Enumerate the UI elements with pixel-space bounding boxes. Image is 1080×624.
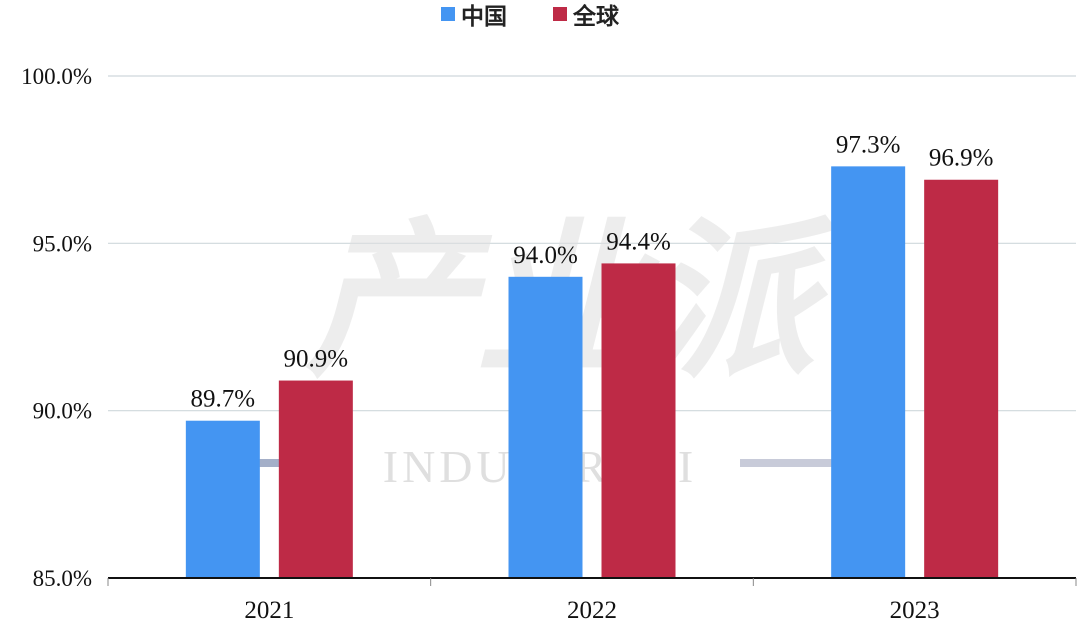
data-label: 96.9% — [929, 145, 994, 172]
gridlines — [108, 75, 1076, 412]
y-tick-label: 100.0% — [21, 64, 92, 89]
x-tick-label: 2021 — [244, 597, 294, 624]
y-tick-label: 95.0% — [33, 231, 92, 256]
y-tick-label: 85.0% — [33, 566, 92, 591]
data-label: 90.9% — [284, 346, 349, 373]
data-label: 94.4% — [606, 228, 671, 255]
watermark-bar-right — [740, 459, 892, 467]
x-tick-label: 2022 — [567, 597, 617, 624]
bar-china-2021 — [185, 420, 260, 578]
bar-global-2022 — [601, 263, 676, 578]
bar-global-2023 — [924, 179, 999, 578]
data-label: 89.7% — [191, 386, 256, 413]
labels: 85.0% 90.0% 95.0% 100.0% 89.7% 90.9% 2021 94.0%… — [21, 64, 993, 624]
bar-china-2023 — [831, 166, 906, 579]
legend-swatch — [441, 7, 455, 21]
legend-label: 全球 — [572, 3, 620, 30]
axes — [107, 577, 1077, 586]
y-tick-label: 90.0% — [33, 399, 92, 424]
data-label: 94.0% — [513, 242, 578, 269]
legend-label: 中国 — [461, 4, 507, 30]
watermark-bar-left — [200, 459, 352, 467]
data-label: 97.3% — [836, 131, 901, 158]
bar-china-2022 — [508, 276, 583, 578]
legend-swatch — [553, 7, 567, 21]
bars — [185, 166, 999, 579]
bar-global-2021 — [278, 380, 353, 578]
legend: 中国 全球 — [441, 3, 620, 30]
x-tick-label: 2023 — [890, 597, 940, 624]
